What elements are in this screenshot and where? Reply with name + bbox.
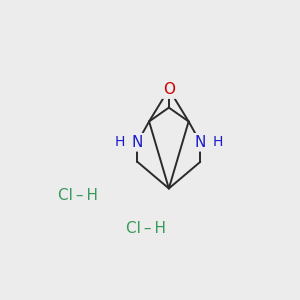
Text: H: H	[115, 135, 125, 149]
Text: Cl – H: Cl – H	[58, 188, 98, 203]
Text: N: N	[195, 135, 206, 150]
Text: H: H	[212, 135, 223, 149]
Text: Cl – H: Cl – H	[126, 221, 166, 236]
Text: N: N	[132, 135, 143, 150]
Text: O: O	[163, 82, 175, 97]
